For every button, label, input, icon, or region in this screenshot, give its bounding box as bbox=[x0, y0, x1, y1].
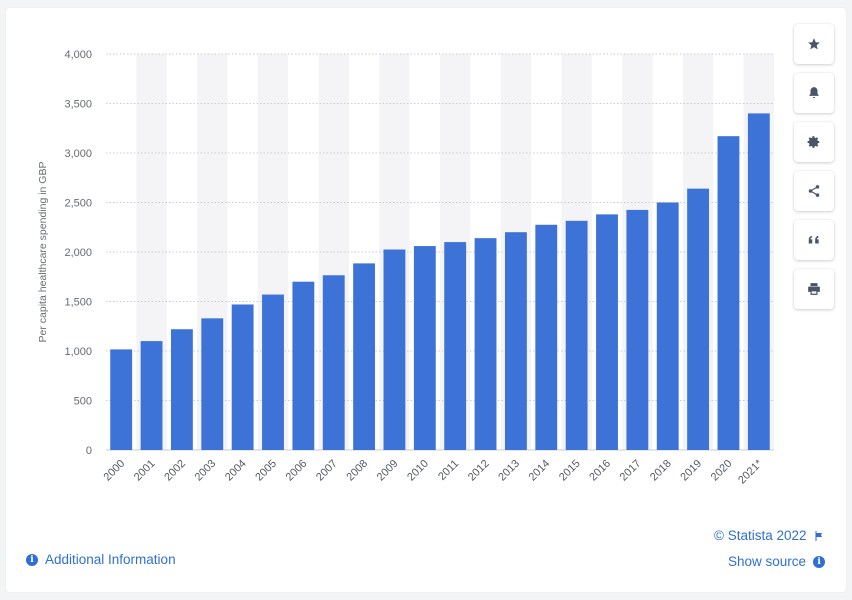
copyright-link[interactable]: © Statista 2022 bbox=[714, 528, 825, 543]
bar bbox=[413, 246, 436, 450]
flag-icon bbox=[815, 530, 822, 541]
x-tick-label: 2018 bbox=[648, 458, 674, 484]
favorite-button[interactable] bbox=[794, 24, 834, 64]
y-tick-label: 3,000 bbox=[64, 148, 92, 160]
x-tick-label: 2007 bbox=[314, 458, 340, 484]
x-tick-label: 2016 bbox=[587, 458, 613, 484]
x-tick-label: 2011 bbox=[436, 458, 461, 483]
show-source-text: Show source bbox=[728, 554, 807, 569]
additional-information-text: Additional Information bbox=[45, 552, 176, 567]
y-tick-label: 0 bbox=[86, 445, 92, 457]
info-icon: i bbox=[26, 553, 38, 566]
x-tick-label: 2004 bbox=[223, 458, 249, 484]
bar bbox=[717, 136, 740, 451]
x-tick-label: 2019 bbox=[678, 458, 704, 484]
x-tick-label: 2006 bbox=[284, 458, 310, 484]
bar bbox=[231, 304, 254, 450]
x-tick-label: 2020 bbox=[709, 458, 735, 484]
chart-card: 0 500 1,000 1,500 2,000 2,500 3,000 3,500 4,000 2… bbox=[6, 8, 846, 592]
x-tick-label: 2012 bbox=[466, 458, 492, 484]
notification-button[interactable] bbox=[794, 73, 834, 113]
y-axis-label: Per capita healthcare spending in GBP bbox=[37, 162, 49, 343]
x-tick-label: 2013 bbox=[496, 458, 522, 484]
bar bbox=[292, 281, 315, 450]
x-tick-label: 2015 bbox=[557, 458, 583, 484]
x-tick-label: 2010 bbox=[405, 458, 431, 484]
bar bbox=[140, 341, 163, 450]
bar bbox=[565, 220, 588, 450]
bar bbox=[626, 209, 649, 450]
x-tick-label: 2021* bbox=[736, 457, 765, 486]
cite-button[interactable] bbox=[794, 220, 834, 260]
y-tick-label: 2,000 bbox=[64, 247, 92, 259]
bar bbox=[353, 263, 376, 450]
share-icon bbox=[808, 185, 820, 197]
bell-icon bbox=[809, 87, 819, 99]
bar bbox=[110, 349, 133, 450]
bar bbox=[656, 202, 679, 450]
x-tick-label: 2002 bbox=[162, 458, 188, 484]
bar bbox=[596, 214, 618, 450]
print-icon bbox=[808, 283, 820, 295]
bar bbox=[444, 242, 467, 450]
x-tick-label: 2017 bbox=[618, 458, 644, 484]
bar bbox=[747, 113, 770, 451]
info-icon: i bbox=[813, 555, 826, 568]
show-source-link[interactable]: Show source i bbox=[728, 554, 826, 569]
y-tick-label: 500 bbox=[74, 396, 92, 408]
x-tick-label: 2000 bbox=[102, 458, 128, 484]
additional-information-link[interactable]: i Additional Information bbox=[26, 552, 176, 567]
y-tick-label: 1,500 bbox=[64, 297, 92, 309]
quote-icon bbox=[808, 235, 819, 244]
x-tick-label: 2014 bbox=[527, 458, 553, 484]
bar bbox=[322, 275, 345, 450]
x-tick-label: 2009 bbox=[375, 458, 401, 484]
x-tick-label: 2001 bbox=[132, 458, 158, 484]
bar bbox=[170, 329, 193, 450]
star-icon bbox=[808, 38, 820, 50]
x-tick-label: 2003 bbox=[193, 458, 219, 484]
print-button[interactable] bbox=[794, 269, 834, 309]
y-tick-label: 4,000 bbox=[64, 49, 92, 61]
gear-icon bbox=[807, 136, 820, 148]
x-tick-label: 2008 bbox=[344, 458, 370, 484]
y-tick-label: 3,500 bbox=[64, 99, 92, 111]
bar bbox=[383, 249, 406, 450]
bar bbox=[474, 238, 497, 450]
bar bbox=[201, 318, 224, 450]
bar bbox=[504, 232, 527, 450]
bar bbox=[535, 224, 558, 450]
y-tick-label: 1,000 bbox=[64, 346, 92, 358]
bar bbox=[262, 294, 284, 450]
copyright-text: © Statista 2022 bbox=[714, 528, 807, 543]
x-tick-label: 2005 bbox=[253, 458, 279, 484]
bar-chart: 0 500 1,000 1,500 2,000 2,500 3,000 3,500 4,000 2… bbox=[37, 49, 774, 486]
share-button[interactable] bbox=[794, 171, 834, 211]
bar bbox=[687, 188, 710, 450]
y-tick-label: 2,500 bbox=[64, 198, 92, 210]
settings-button[interactable] bbox=[794, 122, 834, 162]
